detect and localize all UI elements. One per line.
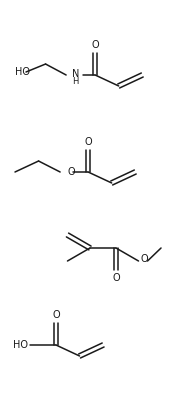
Text: HO: HO <box>15 67 30 77</box>
Text: O: O <box>52 310 60 320</box>
Text: N: N <box>72 69 80 79</box>
Text: O: O <box>67 167 75 177</box>
Text: O: O <box>141 254 148 264</box>
Text: O: O <box>112 273 120 283</box>
Text: O: O <box>84 137 92 147</box>
Text: O: O <box>91 40 99 50</box>
Text: HO: HO <box>13 340 28 350</box>
Text: H: H <box>72 77 79 87</box>
